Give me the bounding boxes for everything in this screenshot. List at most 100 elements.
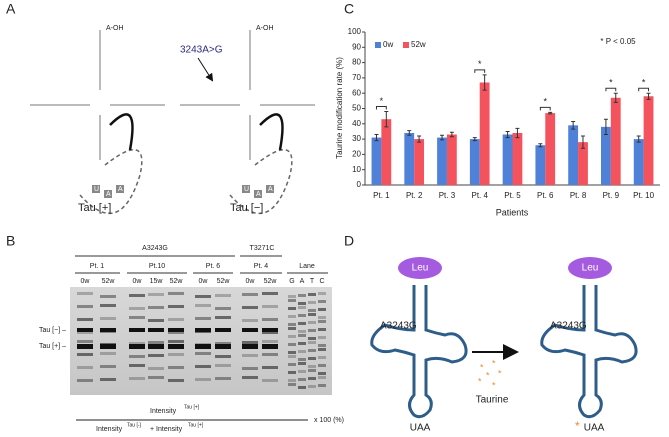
gel-band xyxy=(308,321,316,324)
gel-band xyxy=(318,320,326,323)
gel-band xyxy=(318,336,326,339)
significance-star: * xyxy=(380,96,384,106)
gel-band xyxy=(288,307,296,310)
svg-text:*: * xyxy=(480,362,484,372)
amino-acid-label: Leu xyxy=(412,263,429,274)
gel-band xyxy=(308,377,316,380)
gel-band xyxy=(148,341,164,344)
gel-band xyxy=(262,353,278,356)
gel-band xyxy=(129,328,145,332)
gel-band xyxy=(262,340,278,343)
gel-band xyxy=(288,327,296,330)
y-tick-label: 10 xyxy=(352,165,361,174)
gel-band xyxy=(215,307,231,310)
gel-band xyxy=(100,304,116,307)
bar xyxy=(610,97,621,185)
y-tick-label: 80 xyxy=(352,58,361,67)
gel-band xyxy=(318,292,326,295)
taurine-mark: * xyxy=(575,419,580,433)
gel-band xyxy=(215,316,231,319)
bar xyxy=(404,132,415,185)
gel-band xyxy=(195,344,211,349)
gel-band xyxy=(298,342,306,345)
gel-band xyxy=(242,344,258,349)
error-bar xyxy=(407,130,412,136)
trna-shape xyxy=(370,285,638,419)
error-bar xyxy=(548,111,553,115)
gel-band xyxy=(242,367,258,370)
gel-band xyxy=(168,318,184,321)
gel-band xyxy=(308,369,316,372)
gel-band xyxy=(168,331,184,334)
gel-band xyxy=(298,294,306,297)
formula-sup: Tau [-] xyxy=(127,422,142,428)
gel-band xyxy=(308,309,316,312)
gel-band xyxy=(288,383,296,386)
gel-band xyxy=(242,319,258,322)
gel-band xyxy=(298,322,306,325)
bar xyxy=(535,145,546,185)
gel-band xyxy=(308,349,316,352)
gel-band xyxy=(195,365,211,368)
gel-band xyxy=(148,328,164,332)
gel-band xyxy=(100,344,116,349)
gel-band xyxy=(318,372,326,375)
gel-band xyxy=(215,328,231,332)
gel-band xyxy=(318,356,326,359)
base: A xyxy=(118,186,123,193)
gel-band xyxy=(168,292,184,295)
gel-band xyxy=(288,315,296,318)
significance-bracket xyxy=(638,87,650,92)
gel-band xyxy=(262,318,278,321)
bar xyxy=(643,96,654,185)
group-label: A3243G xyxy=(142,245,168,252)
patient-label: Pt. 6 xyxy=(206,263,221,270)
gel-band xyxy=(318,344,326,347)
anticodon-label: UAA xyxy=(410,423,431,434)
y-tick-label: 100 xyxy=(348,27,362,36)
x-tick-label: Pt. 10 xyxy=(633,191,654,200)
gel-band xyxy=(288,363,296,366)
gel-band xyxy=(308,357,316,360)
bar xyxy=(469,139,480,185)
bar xyxy=(568,125,579,185)
patient-label: Pt. 1 xyxy=(90,263,105,270)
bar xyxy=(371,137,382,185)
tau-plus-label: Tau [+] xyxy=(78,202,111,214)
error-bar xyxy=(613,92,618,103)
lane-label: 52w xyxy=(102,278,116,285)
gel-band xyxy=(288,295,296,298)
gel-band xyxy=(77,353,93,356)
gel-band xyxy=(148,319,164,322)
panel-label: D xyxy=(344,233,354,249)
gel-band xyxy=(298,358,306,361)
x-axis-title: Patients xyxy=(496,207,529,217)
amino-acid xyxy=(568,257,612,279)
amino-acid-label: Leu xyxy=(582,263,599,274)
lane-label: 52w xyxy=(264,278,278,285)
gel-band xyxy=(129,294,145,297)
error-bar xyxy=(440,134,445,141)
gel-band xyxy=(100,352,116,355)
gel-band xyxy=(195,378,211,381)
gel-band xyxy=(148,367,164,370)
gel-band xyxy=(308,365,316,368)
svg-text:*: * xyxy=(492,358,496,368)
annotation: * P < 0.05 xyxy=(600,37,636,46)
error-bar xyxy=(515,127,520,139)
gel-band xyxy=(215,364,231,367)
error-bar xyxy=(580,135,585,149)
base: U xyxy=(244,186,249,193)
svg-text:*: * xyxy=(486,370,490,380)
gel-band xyxy=(77,292,93,295)
lane-label: G xyxy=(289,278,294,285)
lane-header: Lane xyxy=(299,263,315,270)
gel-band xyxy=(318,348,326,351)
svg-text:*: * xyxy=(478,376,482,386)
gel-band xyxy=(242,376,258,379)
gel-band xyxy=(100,365,116,368)
gel-band xyxy=(318,328,326,331)
gel-band xyxy=(77,318,93,321)
gel-band xyxy=(318,316,326,319)
base: A xyxy=(106,191,111,198)
